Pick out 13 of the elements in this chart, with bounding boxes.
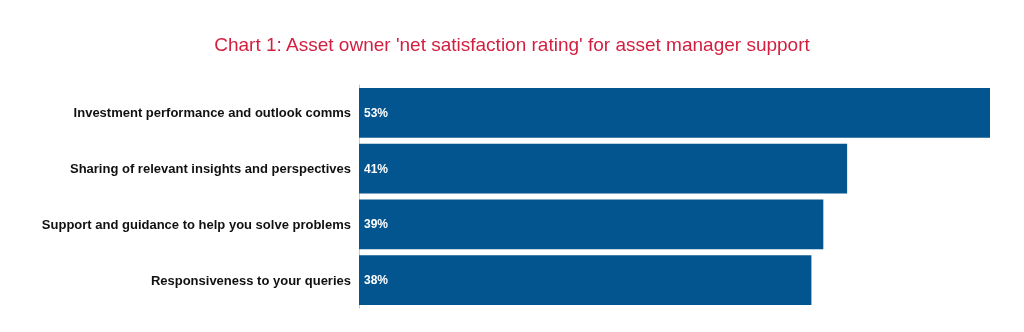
y-tick-label: Sharing of relevant insights and perspectives [69, 161, 351, 177]
data-label: 53% [364, 105, 389, 120]
data-label: 38% [364, 273, 389, 288]
y-tick-label: Support and guidance to help you solve problems [41, 216, 351, 232]
bar [359, 88, 990, 138]
chart-title: Chart 1: Asset owner 'net satisfaction rating' for asset manager support [214, 34, 811, 55]
bar [359, 255, 812, 305]
data-label: 41% [364, 161, 389, 176]
y-tick-label: Responsiveness to your queries [150, 272, 351, 288]
bar [359, 199, 824, 250]
bar [359, 143, 848, 194]
data-label: 39% [364, 217, 389, 232]
y-tick-label: Investment performance and outlook comms [73, 105, 351, 121]
